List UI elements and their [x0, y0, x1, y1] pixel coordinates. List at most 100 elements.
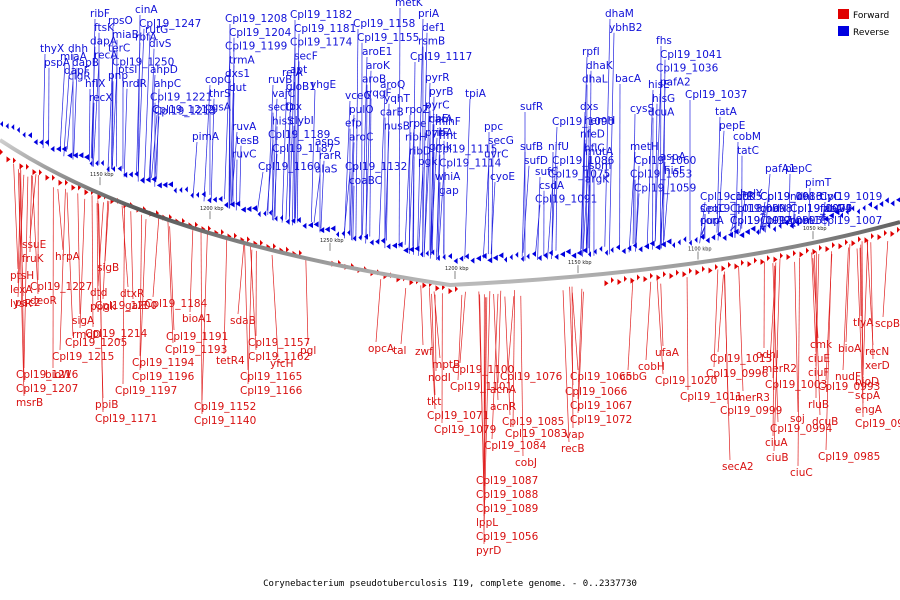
reverse-gene-arrow[interactable]	[134, 171, 139, 178]
reverse-gene-label-seqc[interactable]: seqC	[700, 203, 726, 215]
reverse-gene-arrow[interactable]	[873, 204, 878, 211]
forward-gene-arrow[interactable]	[760, 258, 765, 265]
reverse-gene-arrow[interactable]	[78, 152, 84, 159]
reverse-gene-arrow[interactable]	[156, 182, 162, 189]
reverse-gene-label-trma[interactable]: trmA	[229, 54, 255, 66]
reverse-gene-label-cpl19-0998[interactable]: Cpl19_0998	[730, 203, 792, 215]
reverse-gene-arrow[interactable]	[140, 177, 144, 184]
reverse-gene-label-cpl19-1053[interactable]: Cpl19_1053	[630, 169, 692, 181]
reverse-gene-label-vceg[interactable]: vceG	[345, 90, 372, 102]
reverse-gene-label-alas[interactable]: alaS	[315, 164, 338, 176]
reverse-gene-arrow[interactable]	[868, 201, 872, 208]
reverse-gene-label-cpl19-1160[interactable]: Cpl19_1160	[258, 161, 320, 173]
reverse-gene-label-cpl19-1199[interactable]: Cpl19_1199	[225, 41, 287, 53]
forward-gene-label-merr3[interactable]: merR3	[735, 392, 770, 404]
reverse-gene-arrow[interactable]	[862, 205, 866, 212]
reverse-gene-arrow[interactable]	[537, 254, 542, 261]
forward-gene-arrow[interactable]	[728, 261, 731, 268]
forward-gene-label-nudf[interactable]: nudF	[835, 371, 861, 383]
reverse-gene-label-cpl19-1155[interactable]: Cpl19_1155	[357, 32, 419, 44]
forward-gene-label-cpl19-1214[interactable]: Cpl19_1214	[85, 328, 148, 340]
reverse-gene-arrow[interactable]	[123, 171, 128, 178]
forward-gene-arrow[interactable]	[682, 271, 687, 278]
reverse-gene-label-cpl19-0983[interactable]: Cpl19_0983	[760, 191, 822, 203]
reverse-gene-arrow[interactable]	[257, 211, 261, 218]
forward-gene-arrow[interactable]	[273, 243, 276, 250]
reverse-gene-arrow[interactable]	[683, 236, 687, 243]
forward-gene-label-cpl19-1165[interactable]: Cpl19_1165	[240, 371, 302, 383]
reverse-gene-label-apt[interactable]: apt	[290, 64, 307, 76]
forward-gene-arrow[interactable]	[448, 288, 453, 295]
forward-gene-arrow[interactable]	[39, 169, 42, 176]
reverse-gene-arrow[interactable]	[834, 209, 840, 216]
reverse-gene-arrow[interactable]	[705, 237, 710, 244]
reverse-gene-label-tesb[interactable]: tesB	[236, 135, 259, 147]
reverse-gene-arrow[interactable]	[599, 245, 603, 252]
forward-gene-label-sigb[interactable]: sigB	[97, 262, 119, 274]
reverse-gene-arrow[interactable]	[711, 234, 716, 241]
reverse-gene-label-cina[interactable]: cinA	[135, 4, 158, 16]
forward-gene-arrow[interactable]	[611, 277, 614, 284]
reverse-gene-arrow[interactable]	[789, 222, 794, 229]
forward-gene-label-msrb[interactable]: msrB	[16, 397, 43, 409]
reverse-gene-arrow[interactable]	[672, 242, 675, 249]
forward-gene-label-opca[interactable]: opcA	[368, 343, 395, 355]
reverse-gene-arrow[interactable]	[380, 237, 385, 244]
reverse-gene-arrow[interactable]	[364, 233, 368, 240]
reverse-gene-label-pria[interactable]: priA	[418, 8, 440, 20]
forward-gene-arrow[interactable]	[825, 246, 830, 253]
reverse-gene-label-thrs[interactable]: thrS	[209, 88, 231, 100]
reverse-gene-label-tlyc[interactable]: tlyC	[820, 191, 841, 203]
forward-gene-arrow[interactable]	[799, 251, 804, 258]
forward-gene-label-zwf[interactable]: zwf	[415, 346, 433, 358]
reverse-gene-arrow[interactable]	[464, 253, 469, 260]
reverse-gene-arrow[interactable]	[408, 246, 414, 253]
forward-gene-label-cpl19-1071[interactable]: Cpl19_1071	[427, 410, 489, 422]
forward-gene-arrow[interactable]	[182, 217, 185, 224]
reverse-gene-label-sbm[interactable]: sbm	[589, 160, 611, 172]
forward-gene-arrow[interactable]	[663, 271, 666, 278]
reverse-gene-label-nrdr[interactable]: nrdR	[122, 78, 147, 90]
forward-gene-arrow[interactable]	[715, 263, 718, 270]
forward-gene-label-biod[interactable]: bioD	[855, 376, 879, 388]
forward-gene-label-cpl19-1196[interactable]: Cpl19_1196	[132, 371, 195, 383]
reverse-gene-label-uvrc[interactable]: uvrC	[484, 149, 509, 161]
reverse-gene-arrow[interactable]	[392, 242, 397, 249]
forward-gene-label-cpl19-0993[interactable]: Cpl19_0993	[818, 381, 880, 393]
forward-gene-arrow[interactable]	[0, 149, 3, 155]
reverse-gene-label-ruvc[interactable]: ruvC	[232, 149, 257, 161]
reverse-gene-label-ftsk[interactable]: ftsK	[94, 22, 115, 34]
reverse-gene-arrow[interactable]	[616, 244, 620, 251]
reverse-gene-arrow[interactable]	[778, 222, 782, 229]
reverse-gene-arrow[interactable]	[784, 219, 788, 226]
forward-gene-arrow[interactable]	[786, 254, 791, 261]
reverse-gene-label-ahpc[interactable]: ahpC	[154, 78, 181, 90]
forward-gene-label-cpl19-1184[interactable]: Cpl19_1184	[145, 298, 208, 310]
forward-gene-arrow[interactable]	[455, 285, 458, 292]
reverse-gene-label-nusb[interactable]: nusB	[384, 120, 410, 132]
reverse-gene-label-cpl19-1221[interactable]: Cpl19_1221	[150, 92, 212, 104]
reverse-gene-label-dhal[interactable]: dhaL	[582, 74, 608, 86]
reverse-gene-label-cpl19-1212[interactable]: Cpl19_1212	[152, 104, 214, 116]
reverse-gene-arrow[interactable]	[0, 121, 3, 127]
reverse-gene-arrow[interactable]	[308, 222, 313, 229]
reverse-gene-arrow[interactable]	[117, 165, 122, 172]
forward-gene-label-cpl19-0985[interactable]: Cpl19_0985	[818, 451, 880, 463]
forward-gene-arrow[interactable]	[877, 234, 882, 241]
forward-gene-label-cpl19-1171[interactable]: Cpl19_1171	[95, 413, 157, 425]
reverse-gene-label-aroe1[interactable]: aroE1	[362, 46, 392, 58]
reverse-gene-label-csda[interactable]: csdA	[539, 180, 565, 192]
reverse-gene-label-cpl19-1017[interactable]: Cpl19_1017	[730, 215, 792, 227]
forward-gene-label-cpl19-1088[interactable]: Cpl19_1088	[476, 489, 538, 501]
reverse-gene-label-ppc[interactable]: ppc	[484, 121, 503, 133]
reverse-gene-arrow[interactable]	[890, 200, 895, 207]
forward-gene-label-rlub[interactable]: rluB	[808, 399, 829, 411]
reverse-gene-label-tata[interactable]: tatA	[715, 106, 738, 118]
forward-gene-label-cpl19-1066[interactable]: Cpl19_1066	[565, 386, 628, 398]
forward-gene-arrow[interactable]	[890, 230, 895, 237]
reverse-gene-arrow[interactable]	[162, 181, 168, 188]
reverse-gene-label-tpia[interactable]: tpiA	[465, 88, 487, 100]
forward-gene-label-cpl19-1056[interactable]: Cpl19_1056	[476, 531, 539, 543]
reverse-gene-label-clybi[interactable]: clybI	[289, 115, 314, 127]
forward-gene-label-fruk[interactable]: fruK	[22, 253, 45, 265]
